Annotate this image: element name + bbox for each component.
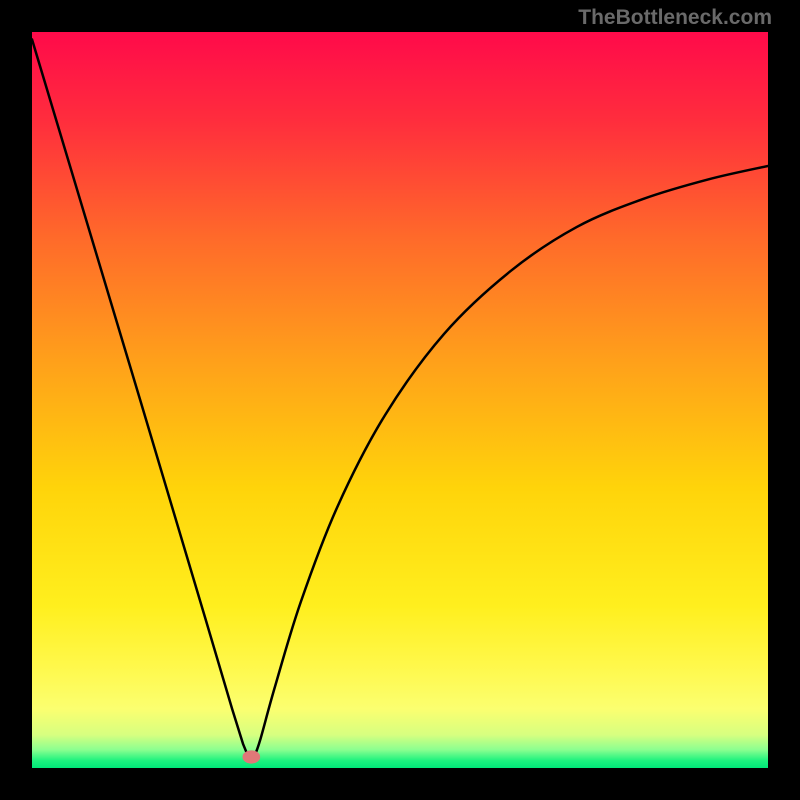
min-marker [242,750,260,763]
plot-area [32,32,768,768]
chart-frame: TheBottleneck.com [0,0,800,800]
plot-svg [32,32,768,768]
watermark-text: TheBottleneck.com [578,6,772,30]
plot-background [32,32,768,768]
